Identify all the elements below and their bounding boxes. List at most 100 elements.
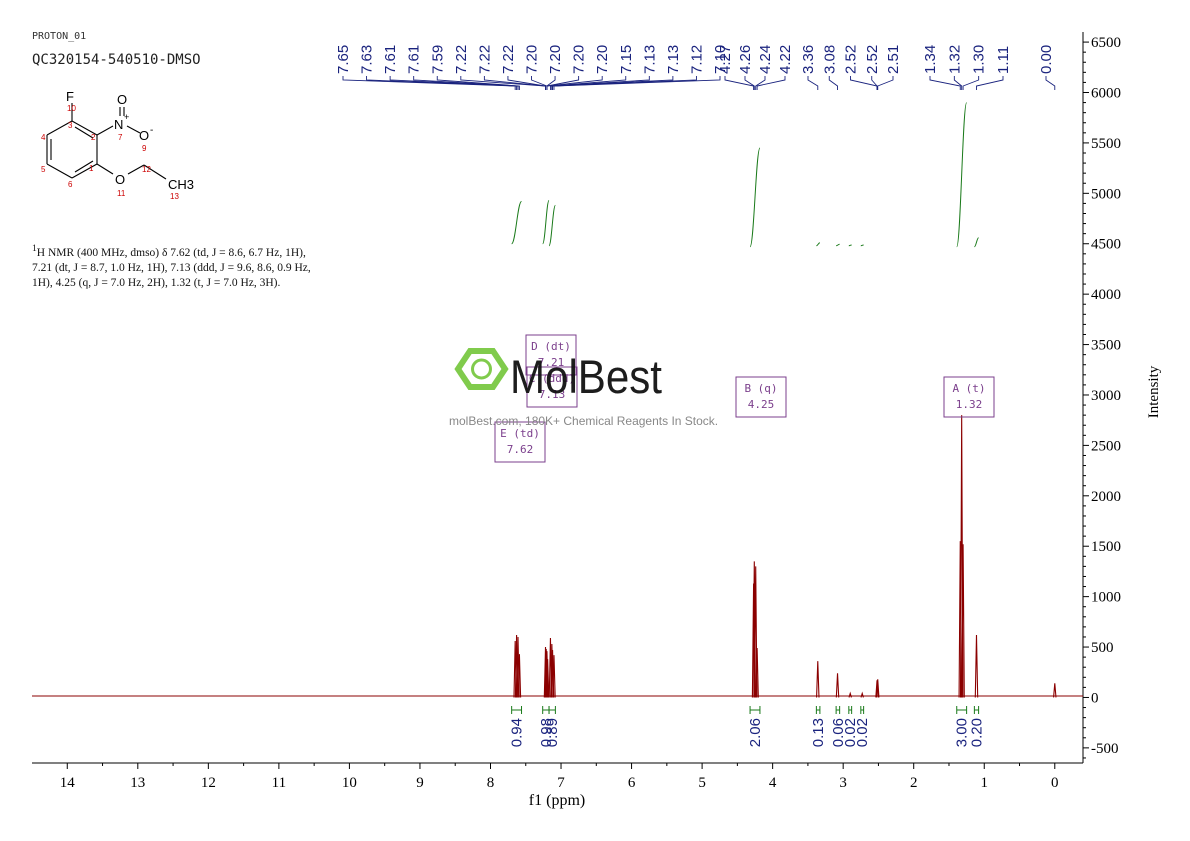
y-tick-label: -500 — [1091, 741, 1119, 757]
peak-label-leader — [877, 76, 894, 90]
spectrum-peak — [550, 644, 554, 698]
integral-value: 0.13 — [810, 718, 827, 747]
multiplet-shift: 1.32 — [956, 398, 983, 411]
peak-label: 4.26 — [737, 45, 754, 74]
y-tick-label: 6000 — [1091, 85, 1121, 101]
x-tick-label: 11 — [272, 775, 286, 791]
peak-label-leader — [807, 76, 819, 90]
peak-label-leader — [755, 76, 766, 90]
y-tick-label: 4500 — [1091, 237, 1121, 253]
peak-label: 7.61 — [406, 45, 423, 74]
integral-value: 0.98 — [538, 718, 555, 747]
atom-o-9-number: 9 — [142, 144, 147, 153]
peak-label-leader — [549, 76, 627, 90]
integral-region-marker — [835, 706, 841, 714]
peak-label: 7.22 — [476, 45, 493, 74]
peak-label: 7.13 — [641, 45, 658, 74]
watermark: MolBest — [454, 348, 662, 403]
peak-label: 7.61 — [382, 45, 399, 74]
peak-label: 2.52 — [864, 45, 881, 74]
integral-regions: 0.94 0.980.89 2.06 0.13 0.060.020.02 3.000.20 — [509, 706, 985, 747]
peak-label-leader — [413, 76, 519, 90]
peak-label: 2.52 — [843, 45, 860, 74]
integral-value: 0.06 — [830, 718, 847, 747]
x-tick-label: 10 — [342, 775, 357, 791]
integral-value: 0.02 — [854, 718, 871, 747]
integral-value: 0.02 — [842, 718, 859, 747]
x-axis-ticks: 14 13 12 11 10 9 8 7 6 5 4 3 2 1 0 — [60, 763, 1059, 791]
multiplet-shift: 4.25 — [748, 398, 775, 411]
multiplet-shift: 7.13 — [539, 388, 566, 401]
atom-n-number: 7 — [118, 133, 123, 142]
integral-curve — [848, 244, 852, 247]
x-tick-label: 0 — [1051, 775, 1059, 791]
spectrum-peak — [1053, 683, 1057, 698]
y-tick-label: 3500 — [1091, 338, 1121, 354]
peak-label: 1.11 — [995, 46, 1012, 74]
x-tick-label: 8 — [487, 775, 495, 791]
peak-label: 7.22 — [453, 45, 470, 74]
spectrum-peak — [961, 544, 965, 698]
peak-label-leader — [744, 76, 755, 90]
x-tick-label: 5 — [698, 775, 706, 791]
ring-number-6: 6 — [68, 180, 73, 189]
multiplet-box — [525, 334, 577, 376]
peak-label: 0.00 — [1038, 45, 1055, 74]
y-tick-label: 0 — [1091, 690, 1099, 706]
peak-label-leader — [929, 76, 961, 90]
y-tick-label: 2500 — [1091, 438, 1121, 454]
atom-ch3: CH3 — [168, 177, 194, 192]
y-axis-label: Intensity — [1146, 365, 1162, 418]
peak-label: 7.15 — [618, 45, 635, 74]
peak-label: 4.24 — [757, 45, 774, 74]
spectrum-peak — [517, 654, 522, 698]
y-tick-label: 4000 — [1091, 287, 1121, 303]
peak-label: 3.36 — [800, 45, 817, 74]
integral-curve — [511, 200, 523, 245]
y-axis-ticks: 6500600055005000450040003500300025002000… — [1083, 35, 1121, 759]
nmr-description-line-2: 7.21 (dt, J = 8.7, 1.0 Hz, 1H), 7.13 (dd… — [32, 261, 311, 274]
atom-n: N — [114, 117, 123, 132]
peak-label-leader — [546, 76, 603, 90]
peak-label-leader — [828, 76, 838, 90]
nmr-description: 1H NMR (400 MHz, dmso) δ 7.62 (td, J = 8… — [32, 241, 377, 291]
ring-number-3: 3 — [68, 121, 73, 130]
atom-o-11: O — [115, 172, 125, 187]
multiplet-label: A (t) — [952, 382, 985, 395]
sample-name: QC320154-540510-DMSO — [32, 52, 201, 68]
x-tick-label: 4 — [769, 775, 777, 791]
peak-label-leader — [531, 76, 548, 90]
spectrum-title: PROTON_01 — [32, 31, 87, 42]
ring-number-2: 2 — [91, 133, 96, 142]
atom-ch3-number: 13 — [170, 192, 179, 201]
peak-label-leader — [953, 76, 963, 90]
atom-o-9: O — [139, 128, 149, 143]
multiplet-box — [526, 366, 578, 408]
peak-label-leader — [553, 76, 721, 90]
spectrum-peak — [545, 659, 550, 698]
integral-curve — [836, 243, 840, 247]
x-tick-label: 13 — [130, 775, 145, 791]
multiplet-shift: 7.62 — [507, 443, 534, 456]
spectrum-peak — [974, 634, 979, 698]
peak-label-leader — [850, 76, 878, 90]
integral-value: 3.00 — [954, 718, 971, 747]
x-tick-label: 7 — [557, 775, 565, 791]
integral-region-marker — [815, 706, 821, 714]
spectrum-peak — [848, 691, 852, 698]
atom-o-9-charge: - — [150, 125, 153, 136]
integral-value: 0.20 — [968, 718, 985, 747]
peak-label-leader — [976, 76, 1004, 90]
y-tick-label: 2000 — [1091, 489, 1121, 505]
peak-label: 3.08 — [821, 45, 838, 74]
spectrum-peak — [545, 651, 549, 698]
x-tick-label: 9 — [416, 775, 424, 791]
multiplet-box — [494, 421, 546, 463]
peak-label: 7.65 — [335, 45, 352, 74]
x-tick-label: 6 — [628, 775, 636, 791]
multiplet-box — [735, 376, 787, 418]
multiplet-box — [943, 376, 995, 418]
molbest-logo-icon — [454, 348, 509, 390]
watermark-brand: MolBest — [510, 350, 662, 403]
peak-label: 7.13 — [665, 45, 682, 74]
